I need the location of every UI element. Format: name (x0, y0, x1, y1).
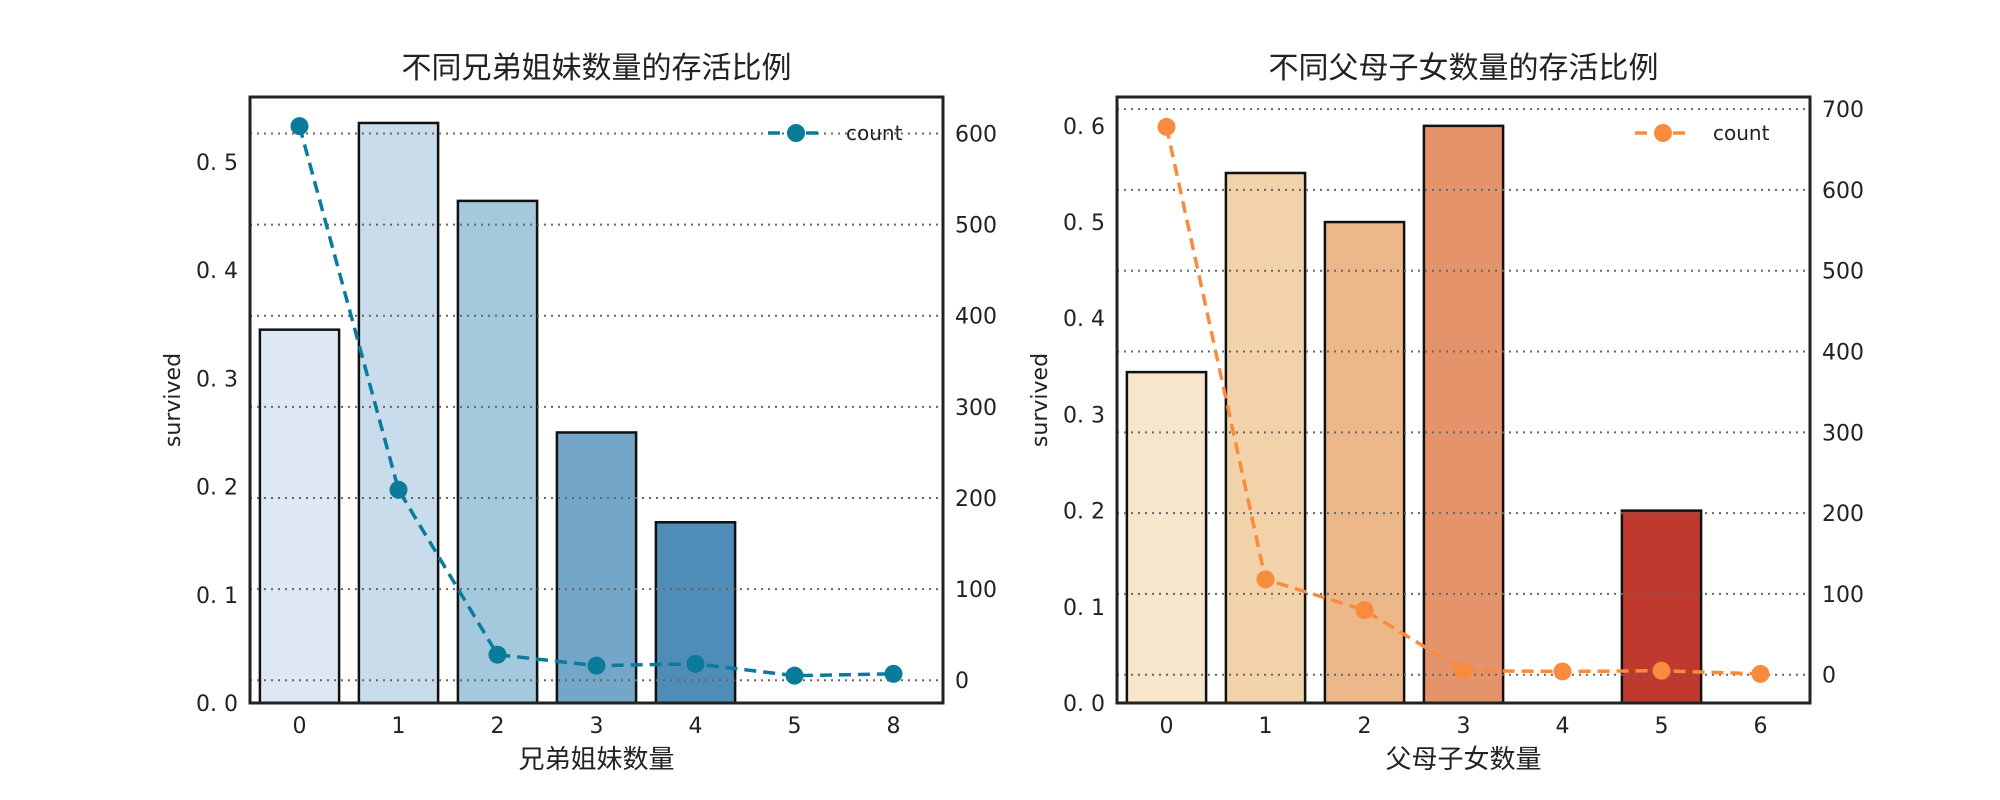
right-secondary-ytick-label: 0 (1822, 664, 1836, 689)
left-count-point-4 (686, 654, 705, 673)
right-ytick-label: 0. 2 (1063, 500, 1105, 525)
right-count-point-0 (1157, 117, 1176, 136)
left-count-point-8 (884, 664, 903, 683)
right-count-point-1 (1256, 570, 1275, 589)
right-bar-1 (1224, 171, 1307, 705)
left-secondary-ytick-label: 100 (955, 578, 997, 603)
right-xtick-label: 5 (1655, 714, 1669, 739)
right-count-point-6 (1751, 664, 1770, 683)
right-secondary-ytick-label: 100 (1822, 583, 1864, 608)
left-secondary-ytick-label: 200 (955, 487, 997, 512)
right-xtick-label: 0 (1160, 714, 1174, 739)
left-count-point-0 (290, 117, 309, 136)
right-xtick-label: 3 (1457, 714, 1471, 739)
right-secondary-ytick-label: 700 (1822, 98, 1864, 123)
left-bar-0 (258, 328, 341, 705)
right-plot-frame (1115, 95, 1812, 705)
right-xtick-label: 1 (1259, 714, 1273, 739)
left-chart-title: 不同兄弟姐妹数量的存活比例 (402, 51, 792, 86)
left-plot-frame (248, 95, 945, 705)
left-secondary-ytick-label: 300 (955, 396, 997, 421)
left-bar-2 (456, 199, 539, 705)
right-y-axis-label: survived (1028, 353, 1053, 447)
right-chart-title: 不同父母子女数量的存活比例 (1269, 51, 1659, 86)
left-ytick-label: 0. 1 (196, 584, 238, 609)
left-ytick-label: 0. 3 (196, 367, 238, 392)
left-xtick-label: 1 (392, 714, 406, 739)
right-bar-3 (1422, 124, 1505, 705)
right-ytick-label: 0. 3 (1063, 403, 1105, 428)
right-count-point-5 (1652, 661, 1671, 680)
right-ytick-label: 0. 4 (1063, 307, 1105, 332)
right-secondary-ytick-label: 200 (1822, 502, 1864, 527)
right-x-axis-label: 父母子女数量 (1385, 745, 1541, 775)
right-xtick-label: 4 (1556, 714, 1570, 739)
left-ytick-label: 0. 0 (196, 692, 238, 717)
left-secondary-ytick-label: 600 (955, 122, 997, 147)
left-xtick-label: 2 (491, 714, 505, 739)
right-ytick-label: 0. 5 (1063, 211, 1105, 236)
right-count-point-4 (1553, 662, 1572, 681)
right-legend-marker (1654, 124, 1672, 142)
left-secondary-ytick-label: 400 (955, 305, 997, 330)
left-ytick-label: 0. 4 (196, 259, 238, 284)
left-x-axis-label: 兄弟姐妹数量 (518, 745, 674, 775)
right-legend: count (1635, 121, 1770, 145)
right-bar-2 (1323, 220, 1406, 705)
right-legend-label: count (1713, 121, 1770, 145)
left-xtick-label: 5 (788, 714, 802, 739)
left-legend: count (768, 121, 903, 145)
right-count-point-2 (1355, 601, 1374, 620)
right-secondary-ytick-label: 300 (1822, 421, 1864, 446)
right-secondary-ytick-label: 400 (1822, 341, 1864, 366)
right-secondary-ytick-label: 500 (1822, 260, 1864, 285)
left-count-point-2 (488, 645, 507, 664)
left-secondary-ytick-label: 500 (955, 214, 997, 239)
left-count-point-5 (785, 666, 804, 685)
left-y-axis-label: survived (161, 353, 186, 447)
right-ytick-label: 0. 1 (1063, 596, 1105, 621)
left-bar-1 (357, 121, 440, 705)
left-xtick-label: 4 (689, 714, 703, 739)
left-xtick-label: 8 (887, 714, 901, 739)
left-legend-marker (787, 124, 805, 142)
right-count-point-3 (1454, 661, 1473, 680)
right-ytick-label: 0. 6 (1063, 115, 1105, 140)
left-legend-label: count (846, 121, 903, 145)
right-bar-0 (1125, 370, 1208, 705)
left-ytick-label: 0. 5 (196, 151, 238, 176)
left-ytick-label: 0. 2 (196, 476, 238, 501)
right-xtick-label: 6 (1754, 714, 1768, 739)
left-xtick-label: 3 (590, 714, 604, 739)
left-count-point-1 (389, 480, 408, 499)
right-chart: 不同父母子女数量的存活比例 0. 0 0. 1 0. 2 0. 3 0. 4 0. 5 0. … (1028, 51, 1864, 775)
left-xtick-label: 0 (293, 714, 307, 739)
right-xtick-label: 2 (1358, 714, 1372, 739)
left-bar-4 (654, 521, 737, 705)
right-ytick-label: 0. 0 (1063, 692, 1105, 717)
left-count-point-3 (587, 656, 606, 675)
right-secondary-ytick-label: 600 (1822, 179, 1864, 204)
left-secondary-ytick-label: 0 (955, 669, 969, 694)
